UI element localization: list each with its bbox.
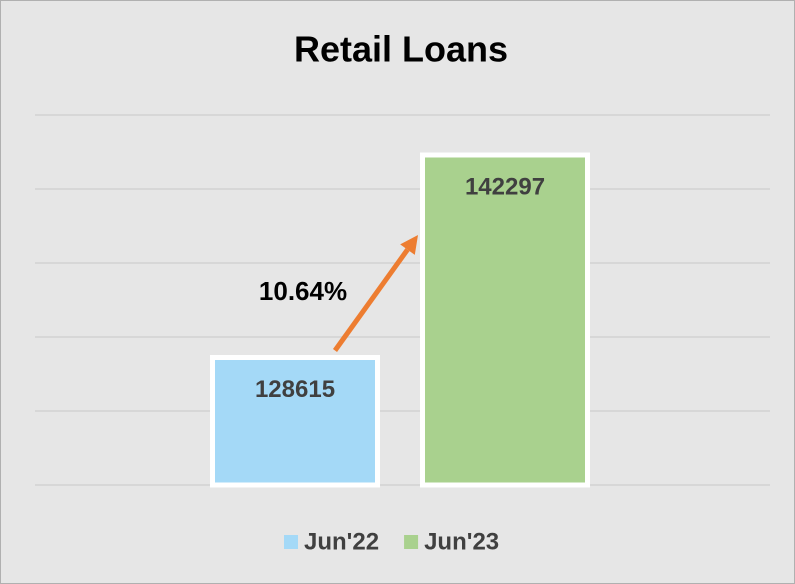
legend-swatch — [284, 535, 298, 549]
arrow-shaft — [332, 248, 410, 352]
annotation: 10.64% — [259, 276, 347, 306]
legend-label: Jun'22 — [304, 528, 379, 555]
legend-label: Jun'23 — [424, 528, 499, 555]
chart-title: Retail Loans — [294, 29, 508, 70]
legend-swatch — [404, 535, 419, 549]
value-label: 142297 — [465, 173, 545, 200]
bar — [210, 354, 380, 488]
value-label: 128615 — [255, 376, 335, 403]
arrow-head — [400, 235, 418, 255]
bar — [420, 152, 590, 488]
